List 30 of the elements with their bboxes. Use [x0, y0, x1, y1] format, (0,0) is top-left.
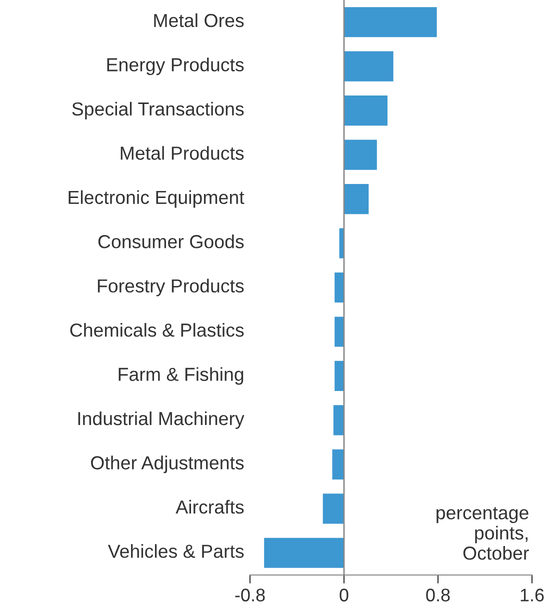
bar [344, 140, 377, 170]
bar [344, 96, 388, 126]
y-tick-label: Metal Products [120, 146, 244, 160]
bar [334, 272, 344, 303]
bar [332, 449, 344, 480]
y-tick-label: Electronic Equipment [68, 190, 244, 208]
annotation: percentage points, October [436, 507, 529, 560]
y-tick-label: Vehicles & Parts [108, 544, 244, 558]
x-tick-label: 0.8 [426, 588, 450, 602]
y-tick-label: Metal Ores [154, 13, 244, 28]
bar [344, 51, 394, 82]
y-tick-label: Farm & Fishing [118, 367, 244, 385]
x-tick-label: -0.8 [235, 588, 265, 602]
x-tick-label: 0 [340, 588, 348, 602]
y-tick-label: Industrial Machinery [78, 411, 244, 429]
y-tick-label: Consumer Goods [98, 234, 244, 248]
y-tick-label: Forestry Products [98, 278, 244, 296]
y-tick-label: Other Adjustments [91, 456, 244, 474]
bar [344, 7, 437, 38]
bar [344, 184, 369, 214]
y-tick-label: Energy Products [107, 58, 244, 76]
y-tick-label: Aircrafts [176, 500, 244, 514]
bar [334, 360, 344, 391]
y-tick-label: Chemicals & Plastics [70, 322, 244, 337]
y-tick-label: Special Transactions [72, 102, 244, 120]
bar [264, 538, 344, 568]
bar [334, 316, 344, 347]
bar [333, 405, 344, 436]
x-tick-label: 1.6 [520, 588, 544, 602]
bar [322, 494, 344, 524]
